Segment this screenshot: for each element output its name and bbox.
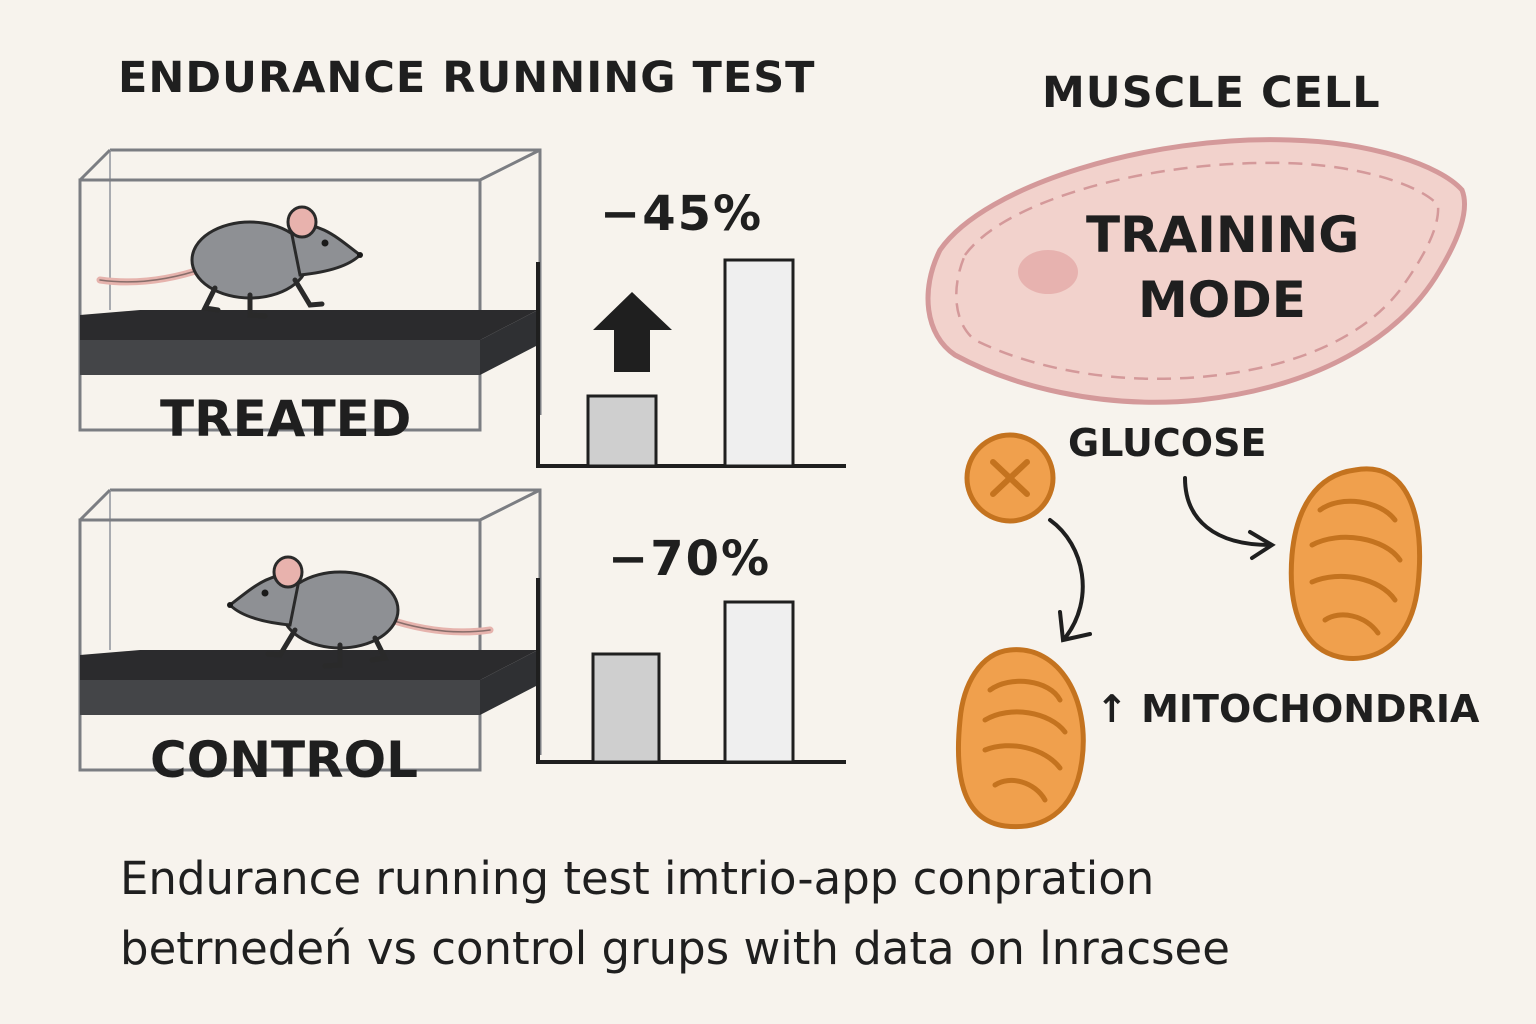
muscle-cell-icon [925, 137, 1468, 405]
glucose-icon [964, 432, 1056, 524]
treated-change-value: −45% [600, 186, 764, 242]
arrow-glucose-to-mito-right [1183, 476, 1276, 560]
control-bar-short [591, 652, 661, 764]
cell-label-line2: MODE [1138, 271, 1306, 329]
caption-line-1: Endurance running test imtrio-app conpra… [120, 852, 1155, 905]
rat-icon-control [227, 557, 490, 666]
cell-label-line1: TRAINING [1086, 206, 1360, 264]
treated-label: TREATED [160, 390, 412, 448]
treated-bar-short [586, 394, 658, 468]
mitochondrion-icon-bottom [956, 647, 1086, 830]
control-bar-tall [723, 600, 795, 764]
control-change-value: −70% [608, 531, 772, 587]
arrow-glucose-to-mito-left [1048, 518, 1092, 643]
right-title: MUSCLE CELL [1042, 68, 1381, 118]
control-label: CONTROL [150, 731, 419, 789]
control-bar-chart [536, 578, 846, 764]
caption-line-2: betrnedeń vs control grups with data on… [120, 922, 1230, 975]
nucleus-icon [1018, 250, 1078, 294]
treated-bar-chart [536, 258, 846, 468]
treadmill-icon-treated [78, 148, 542, 432]
mitochondrion-icon-right [1288, 466, 1423, 661]
rat-icon-treated [100, 207, 363, 316]
up-arrow-icon [593, 292, 672, 372]
mitochondria-label: ↑ MITOCHONDRIA [1096, 687, 1480, 731]
left-title: ENDURANCE RUNNING TEST [118, 53, 816, 103]
treated-bar-tall [723, 258, 795, 468]
glucose-label: GLUCOSE [1068, 421, 1267, 465]
